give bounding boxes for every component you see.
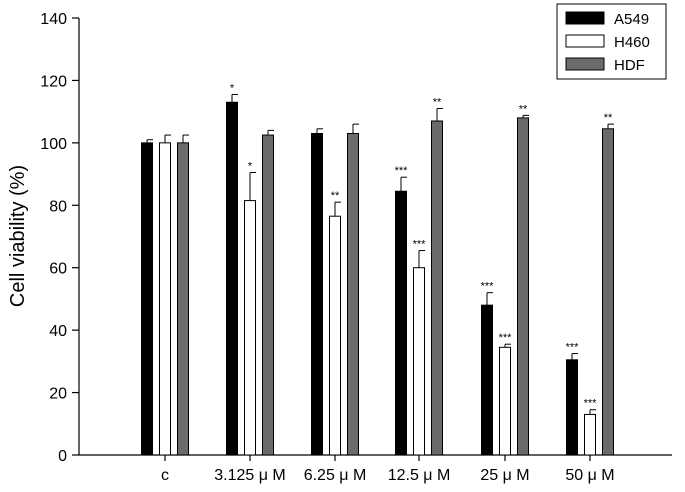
x-tick-label: 25 μ M — [480, 467, 529, 484]
significance-label: ** — [604, 112, 613, 124]
bar-a549 — [395, 190, 407, 456]
bar-hdf — [431, 120, 443, 456]
bar-hdf — [177, 142, 189, 456]
legend: A549 H460 HDF — [556, 3, 667, 80]
bar-hdf — [347, 132, 359, 456]
significance-label: *** — [413, 239, 427, 251]
y-tick-label: 20 — [49, 386, 67, 403]
y-tick-label: 100 — [40, 136, 67, 153]
significance-label: *** — [566, 342, 580, 354]
bar-h460 — [244, 200, 256, 456]
y-ticks: 0 20 40 60 80 100 120 140 — [40, 11, 79, 465]
bar-a549 — [141, 142, 153, 456]
x-tick-label: 50 μ M — [565, 467, 614, 484]
bar-a549 — [226, 101, 238, 456]
x-tick-label: 3.125 μ M — [214, 467, 285, 484]
bar-hdf — [602, 128, 614, 456]
y-axis-label: Cell viability (%) — [7, 165, 29, 307]
bar-a549 — [481, 304, 493, 456]
bar-h460 — [499, 346, 511, 456]
y-tick-label: 120 — [40, 73, 67, 90]
legend-label: HDF — [614, 57, 645, 74]
significance-label: *** — [395, 165, 409, 177]
x-tick-label: 6.25 μ M — [304, 467, 367, 484]
y-tick-label: 140 — [40, 11, 67, 28]
bars: **************************** — [141, 82, 614, 456]
significance-label: *** — [481, 281, 495, 293]
x-tick-label: 12.5 μ M — [388, 467, 451, 484]
y-tick-label: 60 — [49, 261, 67, 278]
legend-swatch-a549 — [565, 11, 605, 25]
significance-label: *** — [584, 398, 598, 410]
bar-h460 — [329, 215, 341, 456]
legend-swatch-h460 — [565, 34, 605, 48]
significance-label: ** — [433, 97, 442, 109]
y-tick-label: 80 — [49, 198, 67, 215]
bar-a549 — [566, 359, 578, 456]
bar-h460 — [584, 413, 596, 456]
bar-hdf — [262, 134, 274, 456]
legend-label: A549 — [614, 11, 649, 28]
bar-h460 — [413, 267, 425, 456]
legend-swatch-hdf — [565, 57, 605, 71]
x-tick-label: c — [161, 467, 169, 484]
significance-label: * — [230, 82, 235, 94]
significance-label: * — [248, 161, 253, 173]
y-tick-label: 40 — [49, 323, 67, 340]
bar-hdf — [517, 117, 529, 456]
bar-a549 — [311, 132, 323, 456]
x-ticks: c 3.125 μ M 6.25 μ M 12.5 μ M 25 μ M 50 μ M — [161, 455, 615, 484]
significance-label: ** — [519, 103, 528, 115]
legend-label: H460 — [614, 34, 650, 51]
significance-label: *** — [499, 332, 513, 344]
significance-label: ** — [331, 190, 340, 202]
y-tick-label: 0 — [58, 448, 67, 465]
bar-h460 — [159, 142, 171, 456]
